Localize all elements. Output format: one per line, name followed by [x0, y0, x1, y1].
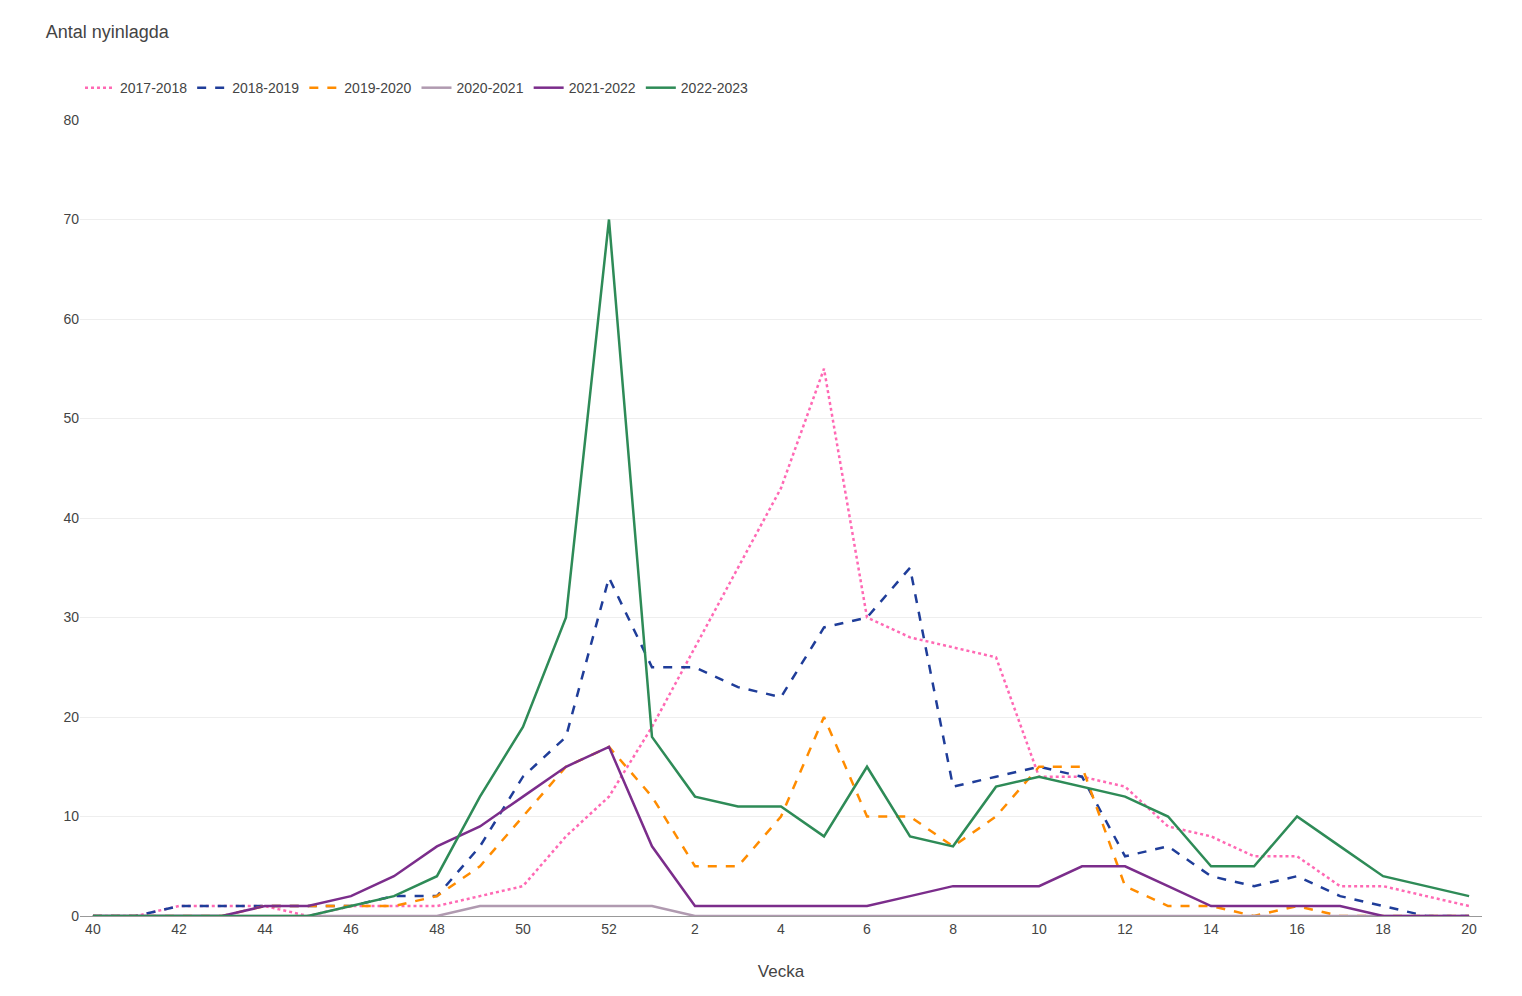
svg-text:46: 46 [343, 921, 359, 937]
svg-text:2018-2019: 2018-2019 [232, 80, 299, 96]
svg-text:14: 14 [1203, 921, 1219, 937]
svg-text:42: 42 [171, 921, 187, 937]
svg-text:Vecka: Vecka [758, 962, 805, 981]
svg-text:2020-2021: 2020-2021 [456, 80, 523, 96]
svg-text:48: 48 [429, 921, 445, 937]
svg-text:40: 40 [85, 921, 101, 937]
svg-text:16: 16 [1289, 921, 1305, 937]
svg-text:18: 18 [1375, 921, 1391, 937]
svg-text:10: 10 [63, 808, 79, 824]
svg-text:50: 50 [63, 410, 79, 426]
svg-text:2019-2020: 2019-2020 [344, 80, 411, 96]
svg-text:2017-2018: 2017-2018 [120, 80, 187, 96]
svg-text:6: 6 [863, 921, 871, 937]
svg-text:30: 30 [63, 609, 79, 625]
svg-text:8: 8 [949, 921, 957, 937]
svg-text:44: 44 [257, 921, 273, 937]
svg-text:52: 52 [601, 921, 617, 937]
svg-text:4: 4 [777, 921, 785, 937]
svg-text:2022-2023: 2022-2023 [681, 80, 748, 96]
svg-text:10: 10 [1031, 921, 1047, 937]
svg-text:2021-2022: 2021-2022 [569, 80, 636, 96]
svg-text:70: 70 [63, 211, 79, 227]
svg-text:60: 60 [63, 311, 79, 327]
svg-text:80: 80 [63, 112, 79, 128]
svg-text:40: 40 [63, 510, 79, 526]
svg-text:Antal nyinlagda: Antal nyinlagda [46, 22, 170, 42]
svg-text:20: 20 [1461, 921, 1477, 937]
svg-text:2: 2 [691, 921, 699, 937]
svg-text:20: 20 [63, 709, 79, 725]
svg-text:12: 12 [1117, 921, 1133, 937]
svg-text:0: 0 [71, 908, 79, 924]
svg-text:50: 50 [515, 921, 531, 937]
